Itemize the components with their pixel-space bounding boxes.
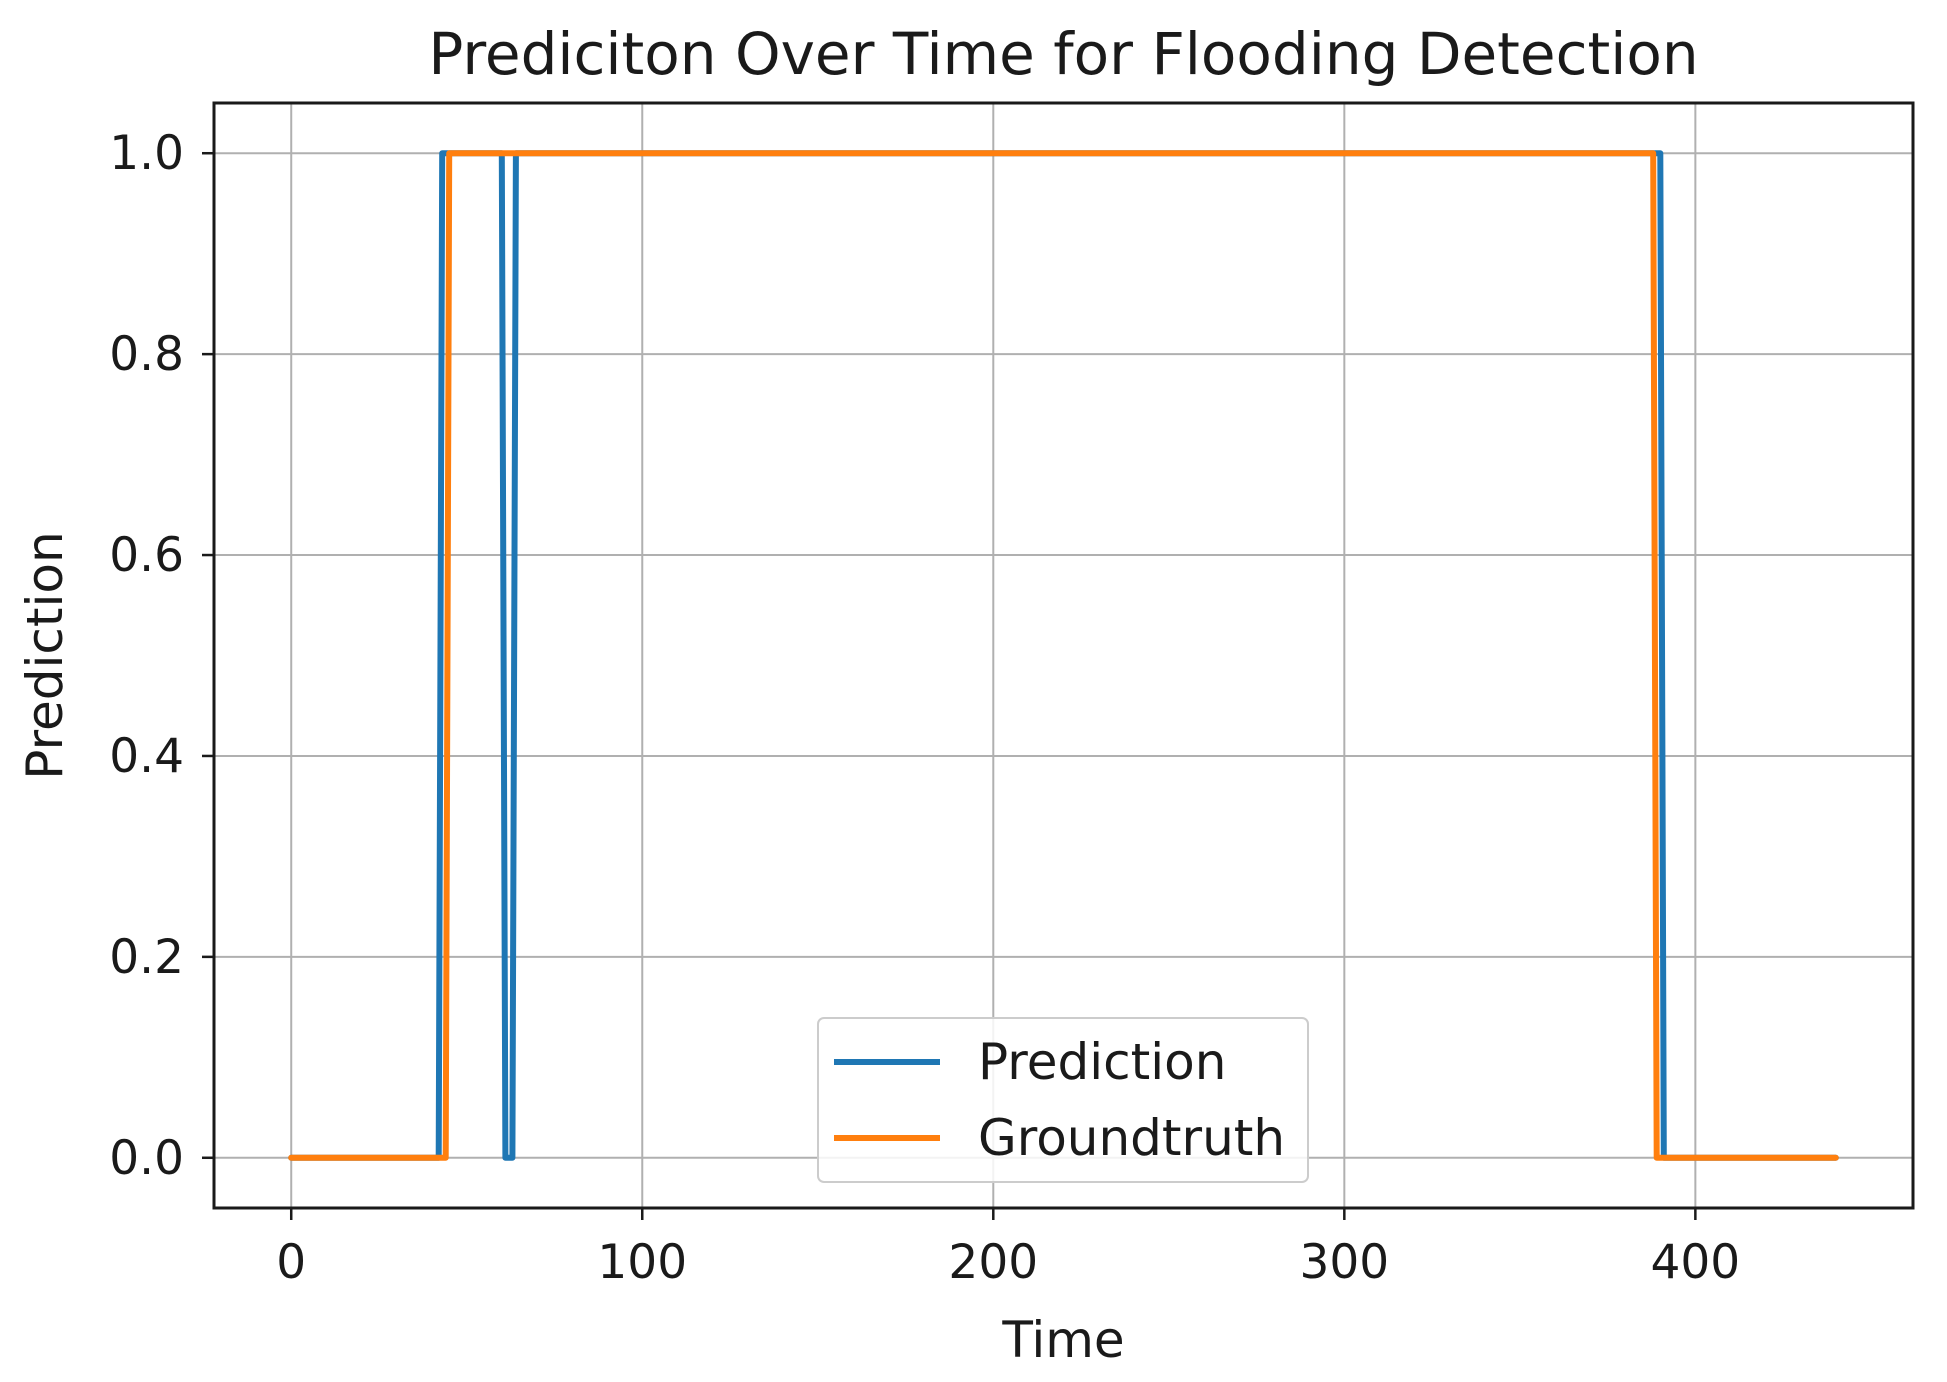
y-tick-label: 0.6 <box>109 528 184 583</box>
series-layer <box>288 150 1839 1161</box>
x-tick-label: 200 <box>948 1235 1038 1290</box>
series-line-prediction <box>288 150 1839 1161</box>
x-tick-label: 0 <box>276 1235 306 1290</box>
x-tick-label: 100 <box>597 1235 687 1290</box>
y-axis-title: Prediction <box>16 531 74 779</box>
legend-label-groundtruth: Groundtruth <box>978 1109 1285 1167</box>
y-tick-label: 0.4 <box>109 729 184 784</box>
series-line-groundtruth <box>288 150 1839 1161</box>
y-tick-label: 0.2 <box>109 930 184 985</box>
y-tick-label: 1.0 <box>109 126 184 181</box>
ticks: 0 100 200 300 400 0.0 0.2 0.4 0.6 0.8 1.0 <box>109 126 1740 1290</box>
plot-frame <box>212 101 1915 1210</box>
chart-title: Prediciton Over Time for Flooding Detect… <box>428 20 1698 88</box>
legend-box <box>817 1017 1309 1183</box>
y-tick-label: 0.0 <box>109 1131 184 1186</box>
x-tick-label: 300 <box>1299 1235 1389 1290</box>
y-tick-label: 0.8 <box>109 327 184 382</box>
legend-label-prediction: Prediction <box>978 1033 1226 1091</box>
x-tick-label: 400 <box>1651 1235 1741 1290</box>
legend: Prediction Groundtruth <box>817 1017 1309 1183</box>
x-axis-title: Time <box>1001 1311 1124 1369</box>
